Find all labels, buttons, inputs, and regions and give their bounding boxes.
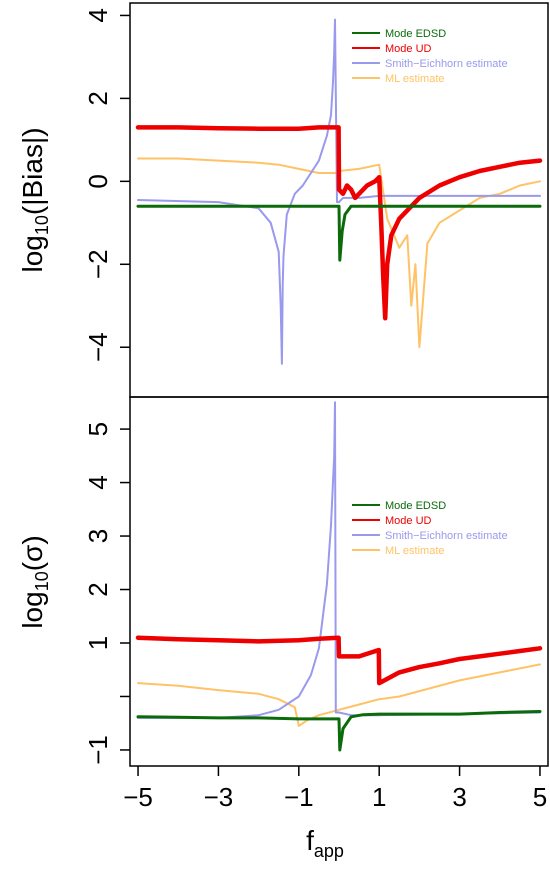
series-line-mode-ud <box>135 125 543 321</box>
sigma-legend: Mode EDSD Mode UD Smith−Eichhorn estimate M… <box>352 500 508 557</box>
x-axis-title: fapp <box>306 825 344 861</box>
y-label-sub: 10 <box>32 215 52 235</box>
y-label-base: log <box>17 235 48 272</box>
legend-label: Mode EDSD <box>385 500 446 512</box>
y-tick-label: 4 <box>83 8 113 22</box>
sigma-y-axis-title: log10(σ) <box>17 535 52 628</box>
y-tick-label: 3 <box>83 529 113 543</box>
x-axis: −5 −3 −1 1 3 5 <box>123 766 547 812</box>
bias-y-axis: −4 −2 0 2 4 <box>83 8 130 362</box>
x-label-base: f <box>306 825 314 856</box>
sigma-y-axis: −1 1 2 3 4 5 <box>83 422 130 765</box>
series-line-smith-eichhorn-estimate <box>137 401 541 719</box>
sigma-series-group <box>135 401 543 752</box>
y-label-sub: 10 <box>32 571 52 591</box>
bias-panel: −4 −2 0 2 4 Mode EDSD Mode UD Smith−Eichhorn e… <box>17 2 549 398</box>
legend-label: Mode UD <box>385 43 432 55</box>
legend-label: Mode EDSD <box>385 28 446 40</box>
bias-y-axis-title: log10(|Bias|) <box>17 127 52 272</box>
x-tick-label: 3 <box>452 782 466 812</box>
series-line-mode-edsd <box>136 204 542 262</box>
y-tick-label: 2 <box>83 91 113 105</box>
legend-label: Smith−Eichhorn estimate <box>385 530 508 542</box>
y-tick-label: 1 <box>83 636 113 650</box>
y-label-arg: (σ) <box>17 535 48 571</box>
x-tick-label: −3 <box>204 782 234 812</box>
y-tick-label: 0 <box>83 174 113 188</box>
x-label-sub: app <box>314 841 344 861</box>
y-label-base: log <box>17 591 48 628</box>
bias-legend: Mode EDSD Mode UD Smith−Eichhorn estimate M… <box>352 28 508 85</box>
y-tick-label: 4 <box>83 475 113 489</box>
x-tick-label: 1 <box>372 782 386 812</box>
x-tick-label: 5 <box>533 782 547 812</box>
y-tick-label: −2 <box>83 249 113 279</box>
x-tick-label: −5 <box>123 782 153 812</box>
legend-label: Mode UD <box>385 515 432 527</box>
series-line-smith-eichhorn-estimate <box>137 18 541 365</box>
series-line-mode-ud <box>135 635 543 686</box>
bias-series-group <box>135 18 543 365</box>
x-tick-label: −1 <box>284 782 314 812</box>
y-tick-label: 5 <box>83 422 113 436</box>
y-tick-label: −1 <box>83 735 113 765</box>
legend-label: Smith−Eichhorn estimate <box>385 58 508 70</box>
sigma-panel: −1 1 2 3 4 5 −5 −3 −1 1 3 5 Mode EDSD Mode UD Smith−… <box>17 396 549 861</box>
legend-label: ML estimate <box>385 73 445 85</box>
legend-label: ML estimate <box>385 545 445 557</box>
series-line-ml-estimate <box>137 663 541 727</box>
y-tick-label: −4 <box>83 332 113 362</box>
y-label-arg: (|Bias|) <box>17 127 48 215</box>
y-tick-label: 2 <box>83 582 113 596</box>
series-line-mode-edsd <box>136 710 542 752</box>
sigma-panel-frame <box>129 396 549 767</box>
